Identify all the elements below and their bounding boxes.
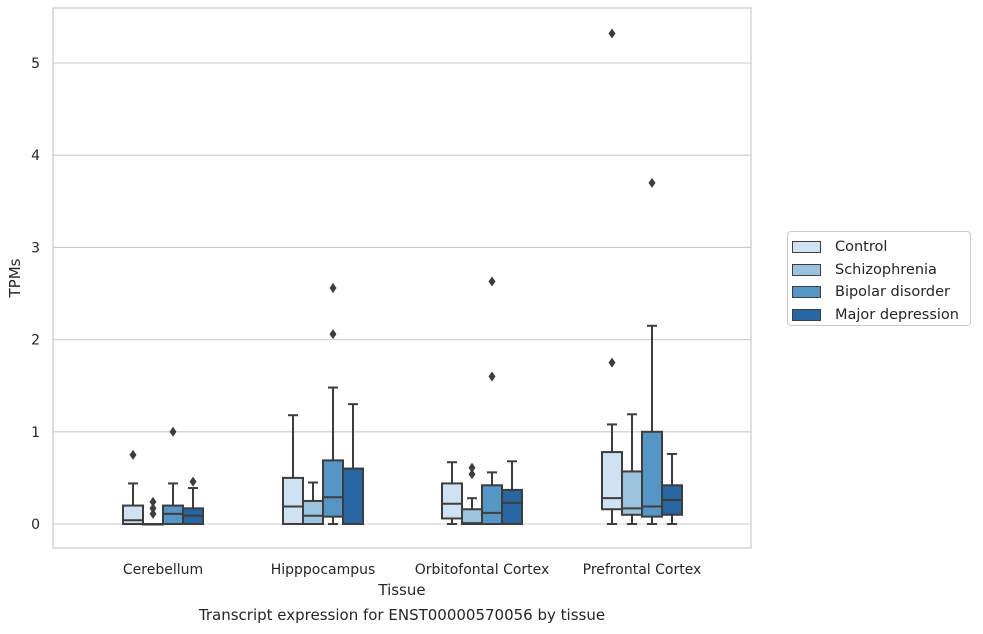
outlier-point xyxy=(149,503,157,514)
x-axis-label: Tissue xyxy=(377,581,425,599)
outlier-point xyxy=(488,371,496,382)
y-tick-label: 1 xyxy=(31,425,40,441)
series-schizophrenia xyxy=(142,413,643,526)
outlier-point xyxy=(129,449,137,460)
plot-area xyxy=(52,7,752,549)
outlier-point xyxy=(488,276,496,287)
y-tick-label: 3 xyxy=(31,240,40,256)
y-tick-label: 0 xyxy=(31,517,40,533)
box-body xyxy=(441,482,463,520)
box-body xyxy=(501,488,523,525)
legend-label: Control xyxy=(835,239,888,256)
box-body xyxy=(322,459,344,518)
box-body xyxy=(461,508,483,525)
box-body xyxy=(282,476,304,525)
outlier-point xyxy=(189,476,197,487)
series-bipolar-disorder xyxy=(162,177,663,525)
legend-label: Major depression xyxy=(835,306,959,323)
box-cerebellum xyxy=(162,426,184,525)
box-hipppocampus xyxy=(322,282,344,525)
legend-swatch xyxy=(792,308,821,321)
y-tick-labels: 0 1 2 3 4 5 xyxy=(31,56,40,533)
outlier-point xyxy=(329,282,337,293)
x-tick-label: Prefrontal Cortex xyxy=(583,562,702,578)
x-tick-label: Hipppocampus xyxy=(271,562,376,578)
legend-item: Major depression xyxy=(792,304,970,327)
box-orbitofontal-cortex xyxy=(441,461,463,525)
outlier-point xyxy=(468,462,476,473)
x-tick-label: Cerebellum xyxy=(123,562,203,578)
legend-swatch xyxy=(792,286,821,299)
box-prefrontal-cortex xyxy=(621,413,643,525)
box-prefrontal-cortex xyxy=(661,452,683,525)
series-major-depression xyxy=(182,403,683,525)
box-body xyxy=(641,430,663,518)
box-body xyxy=(601,451,623,511)
outlier-point xyxy=(329,329,337,340)
legend-swatch xyxy=(792,241,821,254)
box-series xyxy=(122,28,683,526)
box-cerebellum xyxy=(182,476,204,525)
legend: Control Schizophrenia Bipolar disorder Majo… xyxy=(787,231,971,326)
y-tick-label: 2 xyxy=(31,333,40,349)
x-tick-labels: Cerebellum Hipppocampus Orbitofontal Corte… xyxy=(123,562,701,578)
outlier-point xyxy=(648,177,656,188)
series-control xyxy=(122,28,623,525)
box-cerebellum xyxy=(122,449,144,525)
legend-item: Bipolar disorder xyxy=(792,281,970,304)
outlier-point xyxy=(169,426,177,437)
box-body xyxy=(302,499,324,526)
box-hipppocampus xyxy=(342,403,364,525)
box-orbitofontal-cortex xyxy=(481,276,503,525)
box-body xyxy=(342,467,364,525)
chart-caption: Transcript expression for ENST0000057005… xyxy=(198,606,606,624)
box-body xyxy=(481,484,503,525)
legend-label: Bipolar disorder xyxy=(835,284,950,301)
outlier-point xyxy=(149,496,157,507)
box-hipppocampus xyxy=(282,414,304,525)
x-tick-label: Orbitofontal Cortex xyxy=(415,562,550,578)
outlier-point xyxy=(608,357,616,368)
y-axis-label: TPMs xyxy=(6,258,24,298)
legend-label: Schizophrenia xyxy=(835,261,937,278)
box-cerebellum xyxy=(142,496,164,526)
box-prefrontal-cortex xyxy=(601,28,623,525)
box-orbitofontal-cortex xyxy=(501,460,523,525)
box-orbitofontal-cortex xyxy=(461,462,483,525)
outlier-point xyxy=(608,28,616,39)
outlier-point xyxy=(468,469,476,480)
legend-item: Schizophrenia xyxy=(792,259,970,282)
legend-swatch xyxy=(792,263,821,276)
y-tick-label: 4 xyxy=(31,148,40,164)
outlier-point xyxy=(149,508,157,519)
legend-item: Control xyxy=(792,236,970,259)
y-tick-label: 5 xyxy=(31,56,40,72)
box-prefrontal-cortex xyxy=(641,177,663,525)
